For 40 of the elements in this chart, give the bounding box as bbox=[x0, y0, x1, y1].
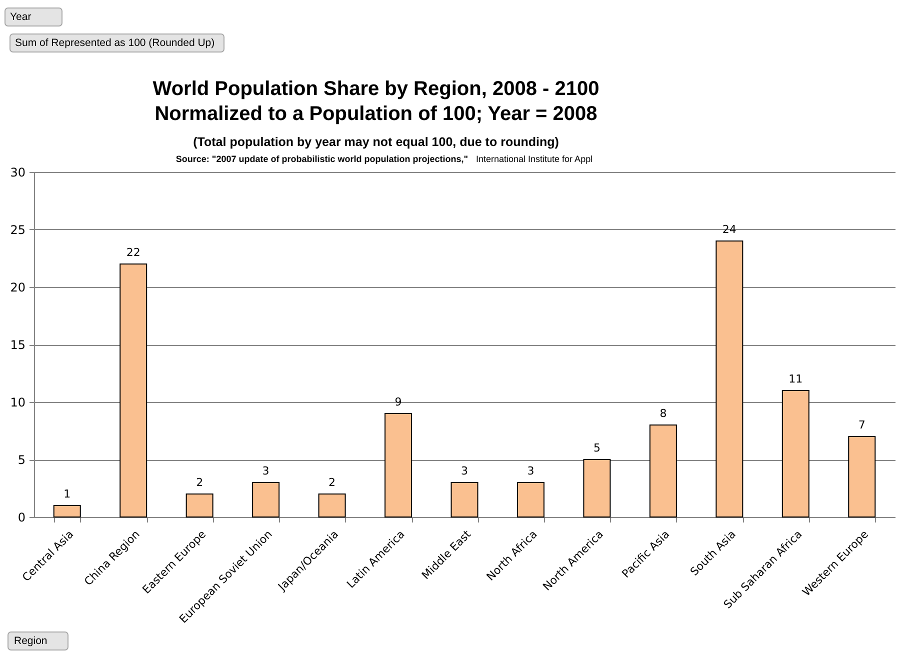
bar bbox=[782, 390, 810, 518]
y-tick-label: 15 bbox=[10, 338, 26, 352]
data-label: 11 bbox=[788, 372, 803, 386]
data-label: 24 bbox=[722, 223, 736, 236]
data-label: 5 bbox=[593, 442, 600, 454]
bar bbox=[186, 494, 214, 518]
data-label: 3 bbox=[461, 464, 468, 478]
bar bbox=[252, 482, 280, 518]
data-label: 3 bbox=[262, 464, 270, 478]
y-tick-label: 10 bbox=[10, 396, 26, 410]
y-tick-label: 25 bbox=[10, 223, 26, 237]
y-tick-label: 5 bbox=[18, 453, 26, 467]
y-tick-label: 30 bbox=[10, 166, 26, 180]
data-label: 7 bbox=[858, 418, 866, 432]
text: Region bbox=[14, 635, 48, 647]
y-tick-label: 0 bbox=[18, 510, 26, 524]
y-tick-label: 20 bbox=[10, 280, 26, 294]
bar bbox=[318, 494, 346, 518]
data-label: 2 bbox=[196, 476, 204, 489]
bar bbox=[384, 413, 412, 518]
source-note: Source: "2007 update of probabilistic world population projections," bbox=[176, 154, 468, 164]
data-label: 9 bbox=[394, 396, 402, 408]
chart-subtitle: (Total population by year may not equal 100, due to rounding) bbox=[193, 135, 559, 149]
text: International Institute for Appl bbox=[476, 154, 593, 164]
data-label: 1 bbox=[64, 488, 71, 500]
text: Sum of Represented as 100 (Rounded Up) bbox=[15, 37, 215, 49]
bar bbox=[516, 482, 544, 518]
bar bbox=[53, 505, 81, 518]
chart-title: World Population Share by Region, 2008 - 2100 Normalized to a Population of 100; Year = 2008 bbox=[152, 78, 600, 125]
bar bbox=[649, 424, 677, 518]
data-label: 22 bbox=[126, 246, 140, 259]
data-label: 2 bbox=[328, 476, 336, 489]
text: Year bbox=[10, 11, 32, 23]
data-label: 8 bbox=[660, 407, 667, 420]
data-label: 3 bbox=[527, 464, 534, 478]
bar bbox=[716, 240, 744, 518]
bar bbox=[848, 436, 876, 518]
bar bbox=[120, 264, 148, 518]
bar bbox=[450, 482, 478, 518]
bar bbox=[583, 459, 611, 518]
